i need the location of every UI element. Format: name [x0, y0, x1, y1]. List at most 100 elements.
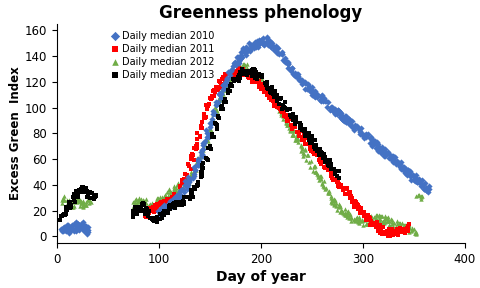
Daily median 2010 — [267, 44, 275, 49]
Daily median 2011 — [270, 101, 278, 106]
Daily median 2010 — [369, 138, 377, 143]
Daily median 2011 — [151, 208, 158, 212]
Daily median 2013 — [213, 122, 220, 126]
Daily median 2011 — [176, 185, 184, 189]
Daily median 2012 — [247, 69, 255, 73]
Daily median 2010 — [220, 82, 228, 87]
Daily median 2013 — [228, 82, 235, 86]
Daily median 2013 — [249, 69, 257, 74]
Daily median 2011 — [374, 228, 382, 233]
Daily median 2012 — [412, 232, 420, 237]
Daily median 2012 — [373, 213, 381, 217]
Daily median 2013 — [142, 206, 149, 211]
Daily median 2011 — [211, 88, 218, 92]
Daily median 2010 — [177, 194, 185, 199]
Daily median 2012 — [396, 221, 403, 225]
Daily median 2013 — [217, 105, 225, 110]
Daily median 2011 — [219, 75, 227, 80]
Daily median 2011 — [308, 147, 316, 151]
Daily median 2012 — [383, 219, 391, 223]
Daily median 2010 — [246, 48, 254, 52]
Daily median 2013 — [210, 135, 217, 139]
Daily median 2013 — [192, 185, 199, 190]
Daily median 2011 — [179, 179, 187, 184]
Daily median 2010 — [206, 124, 214, 129]
Daily median 2012 — [175, 181, 182, 186]
Daily median 2012 — [283, 120, 290, 125]
Daily median 2013 — [303, 134, 311, 139]
Daily median 2013 — [313, 149, 321, 153]
Daily median 2011 — [255, 85, 263, 90]
Daily median 2011 — [328, 174, 336, 179]
Daily median 2011 — [238, 73, 246, 77]
Daily median 2012 — [183, 177, 191, 182]
Daily median 2011 — [154, 202, 161, 206]
Daily median 2013 — [335, 175, 343, 180]
Daily median 2010 — [198, 153, 206, 158]
Daily median 2010 — [313, 94, 321, 98]
Daily median 2013 — [301, 133, 309, 138]
Daily median 2010 — [346, 120, 354, 124]
Daily median 2012 — [342, 212, 350, 217]
Daily median 2012 — [187, 173, 195, 178]
Daily median 2013 — [280, 105, 288, 109]
Daily median 2010 — [305, 88, 313, 93]
Daily median 2012 — [412, 231, 420, 235]
Daily median 2010 — [228, 68, 235, 73]
Daily median 2013 — [332, 169, 340, 174]
Daily median 2013 — [198, 172, 205, 177]
Daily median 2012 — [142, 197, 149, 202]
Daily median 2012 — [135, 198, 143, 203]
Daily median 2012 — [256, 76, 264, 81]
Daily median 2012 — [170, 187, 178, 191]
Daily median 2012 — [320, 184, 328, 189]
Daily median 2012 — [330, 198, 338, 203]
Daily median 2011 — [257, 82, 264, 86]
Daily median 2012 — [240, 63, 247, 68]
Daily median 2013 — [250, 67, 258, 71]
Daily median 2012 — [336, 210, 344, 214]
Daily median 2012 — [408, 226, 416, 230]
Daily median 2010 — [176, 192, 184, 197]
Daily median 2010 — [182, 183, 190, 188]
Daily median 2013 — [305, 131, 312, 135]
Daily median 2011 — [367, 219, 375, 223]
Daily median 2011 — [204, 104, 212, 108]
Daily median 2012 — [297, 142, 305, 147]
Daily median 2013 — [330, 166, 338, 171]
Daily median 2011 — [385, 233, 393, 238]
Daily median 2013 — [261, 80, 268, 85]
Daily median 2012 — [170, 187, 178, 192]
Daily median 2010 — [242, 45, 250, 49]
Daily median 2010 — [83, 224, 90, 229]
Daily median 2013 — [202, 156, 210, 160]
Daily median 2011 — [236, 70, 244, 75]
Daily median 2012 — [352, 217, 360, 221]
Daily median 2011 — [203, 107, 211, 111]
Daily median 2010 — [358, 132, 366, 137]
Daily median 2012 — [82, 203, 90, 208]
Daily median 2013 — [234, 75, 241, 79]
Daily median 2010 — [182, 182, 190, 186]
Daily median 2012 — [275, 103, 282, 107]
Daily median 2012 — [192, 168, 200, 172]
Daily median 2010 — [384, 150, 392, 155]
Daily median 2013 — [132, 205, 139, 210]
Daily median 2013 — [324, 162, 332, 167]
Daily median 2012 — [387, 216, 395, 221]
Daily median 2012 — [372, 213, 380, 217]
Daily median 2012 — [351, 219, 359, 224]
Daily median 2011 — [176, 184, 184, 188]
Daily median 2010 — [169, 196, 177, 201]
Daily median 2012 — [324, 191, 332, 196]
Daily median 2013 — [74, 193, 82, 197]
Daily median 2010 — [247, 43, 255, 48]
Daily median 2013 — [59, 213, 67, 217]
Daily median 2010 — [259, 41, 266, 46]
Daily median 2012 — [132, 197, 140, 202]
Daily median 2011 — [346, 192, 354, 196]
Daily median 2010 — [62, 229, 70, 234]
Daily median 2011 — [379, 225, 386, 230]
Daily median 2011 — [324, 165, 331, 169]
Daily median 2011 — [241, 71, 249, 75]
